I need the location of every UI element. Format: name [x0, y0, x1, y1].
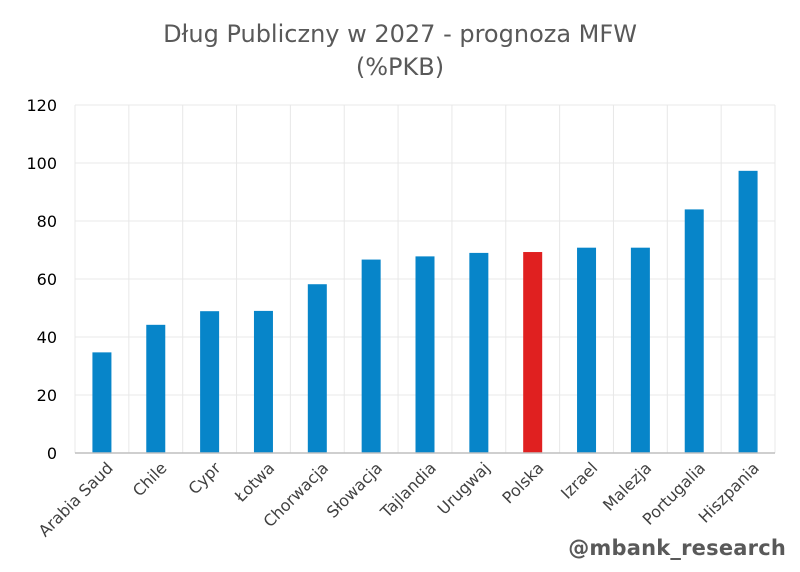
- y-tick-label: 120: [26, 96, 57, 115]
- x-tick-label: Arabia Saud: [35, 458, 117, 540]
- bar-5: [361, 259, 381, 453]
- bar-10: [630, 247, 650, 453]
- y-tick-label: 60: [37, 270, 57, 289]
- bar-4: [307, 284, 327, 453]
- x-tick-label: Urugwaj: [434, 458, 494, 518]
- bar-6: [415, 256, 435, 453]
- bar-9: [577, 247, 597, 453]
- chart-subtitle: (%PKB): [355, 53, 445, 81]
- y-tick-label: 0: [47, 444, 57, 463]
- x-tick-label: Tajlandia: [376, 458, 440, 522]
- bar-12: [738, 170, 758, 453]
- bar-11: [684, 209, 704, 453]
- x-tick-label: Cypr: [185, 458, 225, 498]
- bar-0: [92, 352, 112, 453]
- x-tick-label: Izrael: [557, 458, 601, 502]
- x-tick-label: Polska: [498, 458, 547, 507]
- bar-2: [200, 311, 220, 453]
- x-tick-label: Chile: [129, 458, 171, 500]
- x-tick-label: Słowacja: [323, 458, 386, 521]
- y-tick-label: 20: [37, 386, 57, 405]
- y-tick-label: 40: [37, 328, 57, 347]
- y-tick-label: 80: [37, 212, 57, 231]
- x-tick-label: Łotwa: [230, 458, 278, 506]
- bar-3: [253, 310, 273, 453]
- bar-8: [523, 252, 543, 453]
- bar-1: [146, 324, 166, 453]
- y-tick-label: 100: [26, 154, 57, 173]
- watermark-label: @mbank_research: [568, 536, 786, 560]
- chart-title: Dług Publiczny w 2027 - prognoza MFW: [163, 20, 637, 48]
- bar-7: [469, 252, 489, 453]
